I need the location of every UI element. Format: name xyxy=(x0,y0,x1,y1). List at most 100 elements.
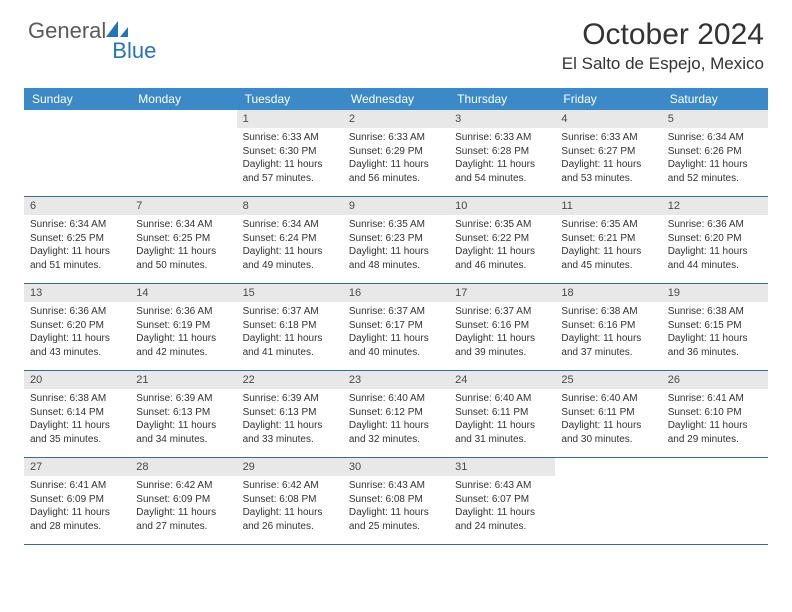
day-details: Sunrise: 6:41 AMSunset: 6:10 PMDaylight:… xyxy=(662,389,768,450)
daylight-line: Daylight: 11 hours and 52 minutes. xyxy=(668,158,762,185)
day-cell: 14Sunrise: 6:36 AMSunset: 6:19 PMDayligh… xyxy=(130,284,236,370)
day-cell: 24Sunrise: 6:40 AMSunset: 6:11 PMDayligh… xyxy=(449,371,555,457)
sunset-line: Sunset: 6:21 PM xyxy=(561,232,655,246)
sunrise-line: Sunrise: 6:36 AM xyxy=(668,218,762,232)
day-number: 25 xyxy=(555,371,661,389)
sunset-line: Sunset: 6:10 PM xyxy=(668,406,762,420)
day-cell: 20Sunrise: 6:38 AMSunset: 6:14 PMDayligh… xyxy=(24,371,130,457)
sunrise-line: Sunrise: 6:38 AM xyxy=(668,305,762,319)
day-cell xyxy=(662,458,768,544)
sunset-line: Sunset: 6:13 PM xyxy=(243,406,337,420)
day-number: 6 xyxy=(24,197,130,215)
sunrise-line: Sunrise: 6:33 AM xyxy=(349,131,443,145)
day-header: Wednesday xyxy=(343,88,449,110)
sunset-line: Sunset: 6:25 PM xyxy=(136,232,230,246)
sunset-line: Sunset: 6:09 PM xyxy=(30,493,124,507)
sunrise-line: Sunrise: 6:34 AM xyxy=(668,131,762,145)
daylight-line: Daylight: 11 hours and 46 minutes. xyxy=(455,245,549,272)
day-cell: 4Sunrise: 6:33 AMSunset: 6:27 PMDaylight… xyxy=(555,110,661,196)
day-details: Sunrise: 6:38 AMSunset: 6:15 PMDaylight:… xyxy=(662,302,768,363)
day-details: Sunrise: 6:35 AMSunset: 6:23 PMDaylight:… xyxy=(343,215,449,276)
day-cell xyxy=(555,458,661,544)
day-number: 21 xyxy=(130,371,236,389)
daylight-line: Daylight: 11 hours and 40 minutes. xyxy=(349,332,443,359)
daylight-line: Daylight: 11 hours and 44 minutes. xyxy=(668,245,762,272)
daylight-line: Daylight: 11 hours and 32 minutes. xyxy=(349,419,443,446)
day-number: 15 xyxy=(237,284,343,302)
daylight-line: Daylight: 11 hours and 53 minutes. xyxy=(561,158,655,185)
day-details: Sunrise: 6:34 AMSunset: 6:25 PMDaylight:… xyxy=(24,215,130,276)
day-number: 26 xyxy=(662,371,768,389)
day-details: Sunrise: 6:42 AMSunset: 6:08 PMDaylight:… xyxy=(237,476,343,537)
sunset-line: Sunset: 6:11 PM xyxy=(455,406,549,420)
day-number: 11 xyxy=(555,197,661,215)
day-cell: 5Sunrise: 6:34 AMSunset: 6:26 PMDaylight… xyxy=(662,110,768,196)
sunrise-line: Sunrise: 6:40 AM xyxy=(349,392,443,406)
day-cell: 11Sunrise: 6:35 AMSunset: 6:21 PMDayligh… xyxy=(555,197,661,283)
day-details: Sunrise: 6:38 AMSunset: 6:14 PMDaylight:… xyxy=(24,389,130,450)
sunset-line: Sunset: 6:15 PM xyxy=(668,319,762,333)
daylight-line: Daylight: 11 hours and 26 minutes. xyxy=(243,506,337,533)
sunset-line: Sunset: 6:24 PM xyxy=(243,232,337,246)
day-cell: 29Sunrise: 6:42 AMSunset: 6:08 PMDayligh… xyxy=(237,458,343,544)
day-header: Friday xyxy=(555,88,661,110)
logo: General Blue xyxy=(28,18,156,44)
sunrise-line: Sunrise: 6:33 AM xyxy=(455,131,549,145)
day-cell: 1Sunrise: 6:33 AMSunset: 6:30 PMDaylight… xyxy=(237,110,343,196)
day-cell: 15Sunrise: 6:37 AMSunset: 6:18 PMDayligh… xyxy=(237,284,343,370)
sunset-line: Sunset: 6:13 PM xyxy=(136,406,230,420)
day-cell: 9Sunrise: 6:35 AMSunset: 6:23 PMDaylight… xyxy=(343,197,449,283)
day-header: Tuesday xyxy=(237,88,343,110)
day-header: Sunday xyxy=(24,88,130,110)
day-number: 20 xyxy=(24,371,130,389)
calendar: Sunday Monday Tuesday Wednesday Thursday… xyxy=(24,88,768,545)
daylight-line: Daylight: 11 hours and 24 minutes. xyxy=(455,506,549,533)
day-cell: 10Sunrise: 6:35 AMSunset: 6:22 PMDayligh… xyxy=(449,197,555,283)
day-cell: 22Sunrise: 6:39 AMSunset: 6:13 PMDayligh… xyxy=(237,371,343,457)
day-details: Sunrise: 6:34 AMSunset: 6:25 PMDaylight:… xyxy=(130,215,236,276)
week-row: 20Sunrise: 6:38 AMSunset: 6:14 PMDayligh… xyxy=(24,371,768,458)
sunrise-line: Sunrise: 6:40 AM xyxy=(455,392,549,406)
daylight-line: Daylight: 11 hours and 42 minutes. xyxy=(136,332,230,359)
day-details: Sunrise: 6:33 AMSunset: 6:27 PMDaylight:… xyxy=(555,128,661,189)
day-cell: 7Sunrise: 6:34 AMSunset: 6:25 PMDaylight… xyxy=(130,197,236,283)
day-details: Sunrise: 6:33 AMSunset: 6:30 PMDaylight:… xyxy=(237,128,343,189)
sunrise-line: Sunrise: 6:37 AM xyxy=(243,305,337,319)
sunset-line: Sunset: 6:14 PM xyxy=(30,406,124,420)
sunset-line: Sunset: 6:12 PM xyxy=(349,406,443,420)
daylight-line: Daylight: 11 hours and 54 minutes. xyxy=(455,158,549,185)
day-details: Sunrise: 6:34 AMSunset: 6:26 PMDaylight:… xyxy=(662,128,768,189)
week-row: 6Sunrise: 6:34 AMSunset: 6:25 PMDaylight… xyxy=(24,197,768,284)
daylight-line: Daylight: 11 hours and 30 minutes. xyxy=(561,419,655,446)
day-header: Monday xyxy=(130,88,236,110)
day-number: 2 xyxy=(343,110,449,128)
sunrise-line: Sunrise: 6:40 AM xyxy=(561,392,655,406)
sunrise-line: Sunrise: 6:35 AM xyxy=(561,218,655,232)
day-details: Sunrise: 6:40 AMSunset: 6:11 PMDaylight:… xyxy=(555,389,661,450)
daylight-line: Daylight: 11 hours and 34 minutes. xyxy=(136,419,230,446)
daylight-line: Daylight: 11 hours and 50 minutes. xyxy=(136,245,230,272)
sunrise-line: Sunrise: 6:37 AM xyxy=(349,305,443,319)
day-number: 17 xyxy=(449,284,555,302)
day-details: Sunrise: 6:33 AMSunset: 6:28 PMDaylight:… xyxy=(449,128,555,189)
daylight-line: Daylight: 11 hours and 49 minutes. xyxy=(243,245,337,272)
day-details: Sunrise: 6:38 AMSunset: 6:16 PMDaylight:… xyxy=(555,302,661,363)
sunset-line: Sunset: 6:07 PM xyxy=(455,493,549,507)
day-header: Saturday xyxy=(662,88,768,110)
location-subtitle: El Salto de Espejo, Mexico xyxy=(562,54,764,74)
calendar-body: 1Sunrise: 6:33 AMSunset: 6:30 PMDaylight… xyxy=(24,110,768,545)
day-number: 10 xyxy=(449,197,555,215)
day-details: Sunrise: 6:40 AMSunset: 6:12 PMDaylight:… xyxy=(343,389,449,450)
day-cell: 16Sunrise: 6:37 AMSunset: 6:17 PMDayligh… xyxy=(343,284,449,370)
sunrise-line: Sunrise: 6:41 AM xyxy=(668,392,762,406)
day-number: 30 xyxy=(343,458,449,476)
sunrise-line: Sunrise: 6:33 AM xyxy=(243,131,337,145)
day-details: Sunrise: 6:39 AMSunset: 6:13 PMDaylight:… xyxy=(237,389,343,450)
logo-text-blue: Blue xyxy=(112,38,156,64)
sunrise-line: Sunrise: 6:42 AM xyxy=(243,479,337,493)
sunrise-line: Sunrise: 6:34 AM xyxy=(243,218,337,232)
page-title: October 2024 xyxy=(562,18,764,52)
day-cell: 12Sunrise: 6:36 AMSunset: 6:20 PMDayligh… xyxy=(662,197,768,283)
day-number: 9 xyxy=(343,197,449,215)
week-row: 1Sunrise: 6:33 AMSunset: 6:30 PMDaylight… xyxy=(24,110,768,197)
